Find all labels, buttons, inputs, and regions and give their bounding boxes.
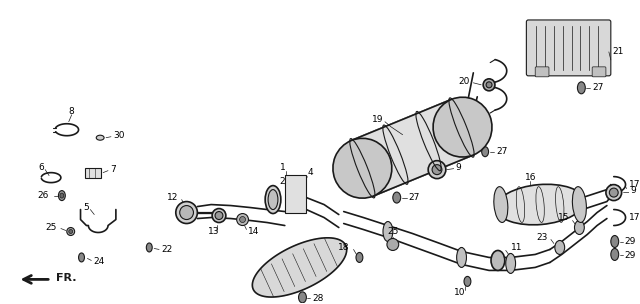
Ellipse shape bbox=[606, 185, 621, 201]
Text: 29: 29 bbox=[625, 251, 636, 260]
Ellipse shape bbox=[433, 97, 492, 157]
Ellipse shape bbox=[482, 147, 488, 157]
Ellipse shape bbox=[575, 220, 584, 234]
Ellipse shape bbox=[265, 186, 281, 213]
Ellipse shape bbox=[67, 227, 75, 236]
Text: 13: 13 bbox=[209, 227, 220, 236]
Text: 2: 2 bbox=[279, 177, 285, 186]
Text: 25: 25 bbox=[387, 227, 399, 236]
Text: 17: 17 bbox=[628, 213, 640, 222]
Text: 19: 19 bbox=[372, 115, 384, 124]
Text: 21: 21 bbox=[612, 47, 624, 56]
Text: 20: 20 bbox=[458, 77, 469, 86]
Text: 25: 25 bbox=[45, 223, 57, 232]
Text: 9: 9 bbox=[630, 186, 636, 195]
Text: 18: 18 bbox=[338, 243, 349, 252]
Ellipse shape bbox=[491, 250, 505, 271]
Ellipse shape bbox=[609, 188, 618, 197]
FancyBboxPatch shape bbox=[535, 67, 549, 77]
Text: 11: 11 bbox=[511, 243, 522, 252]
Text: 7: 7 bbox=[110, 165, 116, 174]
Text: 27: 27 bbox=[408, 193, 420, 202]
Ellipse shape bbox=[577, 82, 586, 94]
FancyBboxPatch shape bbox=[592, 67, 606, 77]
Text: FR.: FR. bbox=[56, 273, 76, 283]
Ellipse shape bbox=[393, 192, 401, 203]
Text: 10: 10 bbox=[454, 288, 465, 297]
Ellipse shape bbox=[457, 247, 467, 268]
Ellipse shape bbox=[215, 212, 223, 219]
Ellipse shape bbox=[147, 243, 152, 252]
Text: 15: 15 bbox=[558, 213, 570, 222]
Ellipse shape bbox=[432, 165, 442, 174]
Text: 16: 16 bbox=[525, 173, 536, 182]
Text: 8: 8 bbox=[69, 107, 75, 116]
Text: 4: 4 bbox=[307, 168, 313, 177]
Bar bbox=[85, 168, 101, 178]
Ellipse shape bbox=[494, 187, 508, 223]
Ellipse shape bbox=[483, 79, 495, 91]
Ellipse shape bbox=[79, 253, 84, 262]
Ellipse shape bbox=[237, 213, 248, 226]
Ellipse shape bbox=[464, 276, 471, 286]
Ellipse shape bbox=[333, 138, 392, 198]
Text: 22: 22 bbox=[161, 245, 172, 254]
Ellipse shape bbox=[58, 191, 65, 201]
Text: 24: 24 bbox=[93, 257, 104, 266]
Text: 12: 12 bbox=[167, 193, 179, 202]
Ellipse shape bbox=[356, 252, 363, 262]
Ellipse shape bbox=[572, 187, 586, 223]
Ellipse shape bbox=[212, 209, 226, 223]
Ellipse shape bbox=[555, 240, 564, 254]
Ellipse shape bbox=[486, 82, 492, 88]
Text: 17: 17 bbox=[628, 180, 640, 189]
Ellipse shape bbox=[496, 184, 584, 225]
Text: 5: 5 bbox=[84, 203, 90, 212]
Polygon shape bbox=[351, 99, 474, 196]
Ellipse shape bbox=[96, 135, 104, 140]
Text: 23: 23 bbox=[536, 233, 548, 242]
Text: 9: 9 bbox=[456, 163, 461, 172]
Ellipse shape bbox=[68, 230, 73, 233]
Ellipse shape bbox=[239, 216, 246, 223]
Text: 6: 6 bbox=[38, 163, 44, 172]
Ellipse shape bbox=[506, 254, 516, 273]
Ellipse shape bbox=[298, 292, 307, 303]
Ellipse shape bbox=[387, 239, 399, 250]
Ellipse shape bbox=[180, 206, 193, 219]
Text: 1: 1 bbox=[280, 163, 285, 172]
Ellipse shape bbox=[60, 193, 64, 198]
Ellipse shape bbox=[611, 236, 619, 247]
Polygon shape bbox=[252, 238, 347, 297]
Text: 27: 27 bbox=[496, 147, 508, 156]
Ellipse shape bbox=[611, 248, 619, 261]
Text: 26: 26 bbox=[38, 191, 49, 200]
Ellipse shape bbox=[268, 190, 278, 209]
FancyBboxPatch shape bbox=[526, 20, 611, 76]
Text: 30: 30 bbox=[113, 131, 124, 140]
Ellipse shape bbox=[176, 202, 197, 223]
Text: 27: 27 bbox=[592, 83, 604, 92]
Text: 28: 28 bbox=[312, 294, 324, 303]
Ellipse shape bbox=[428, 161, 446, 179]
Text: 14: 14 bbox=[248, 227, 259, 236]
Ellipse shape bbox=[383, 222, 393, 241]
Bar bbox=[285, 174, 307, 212]
Text: 29: 29 bbox=[625, 237, 636, 246]
